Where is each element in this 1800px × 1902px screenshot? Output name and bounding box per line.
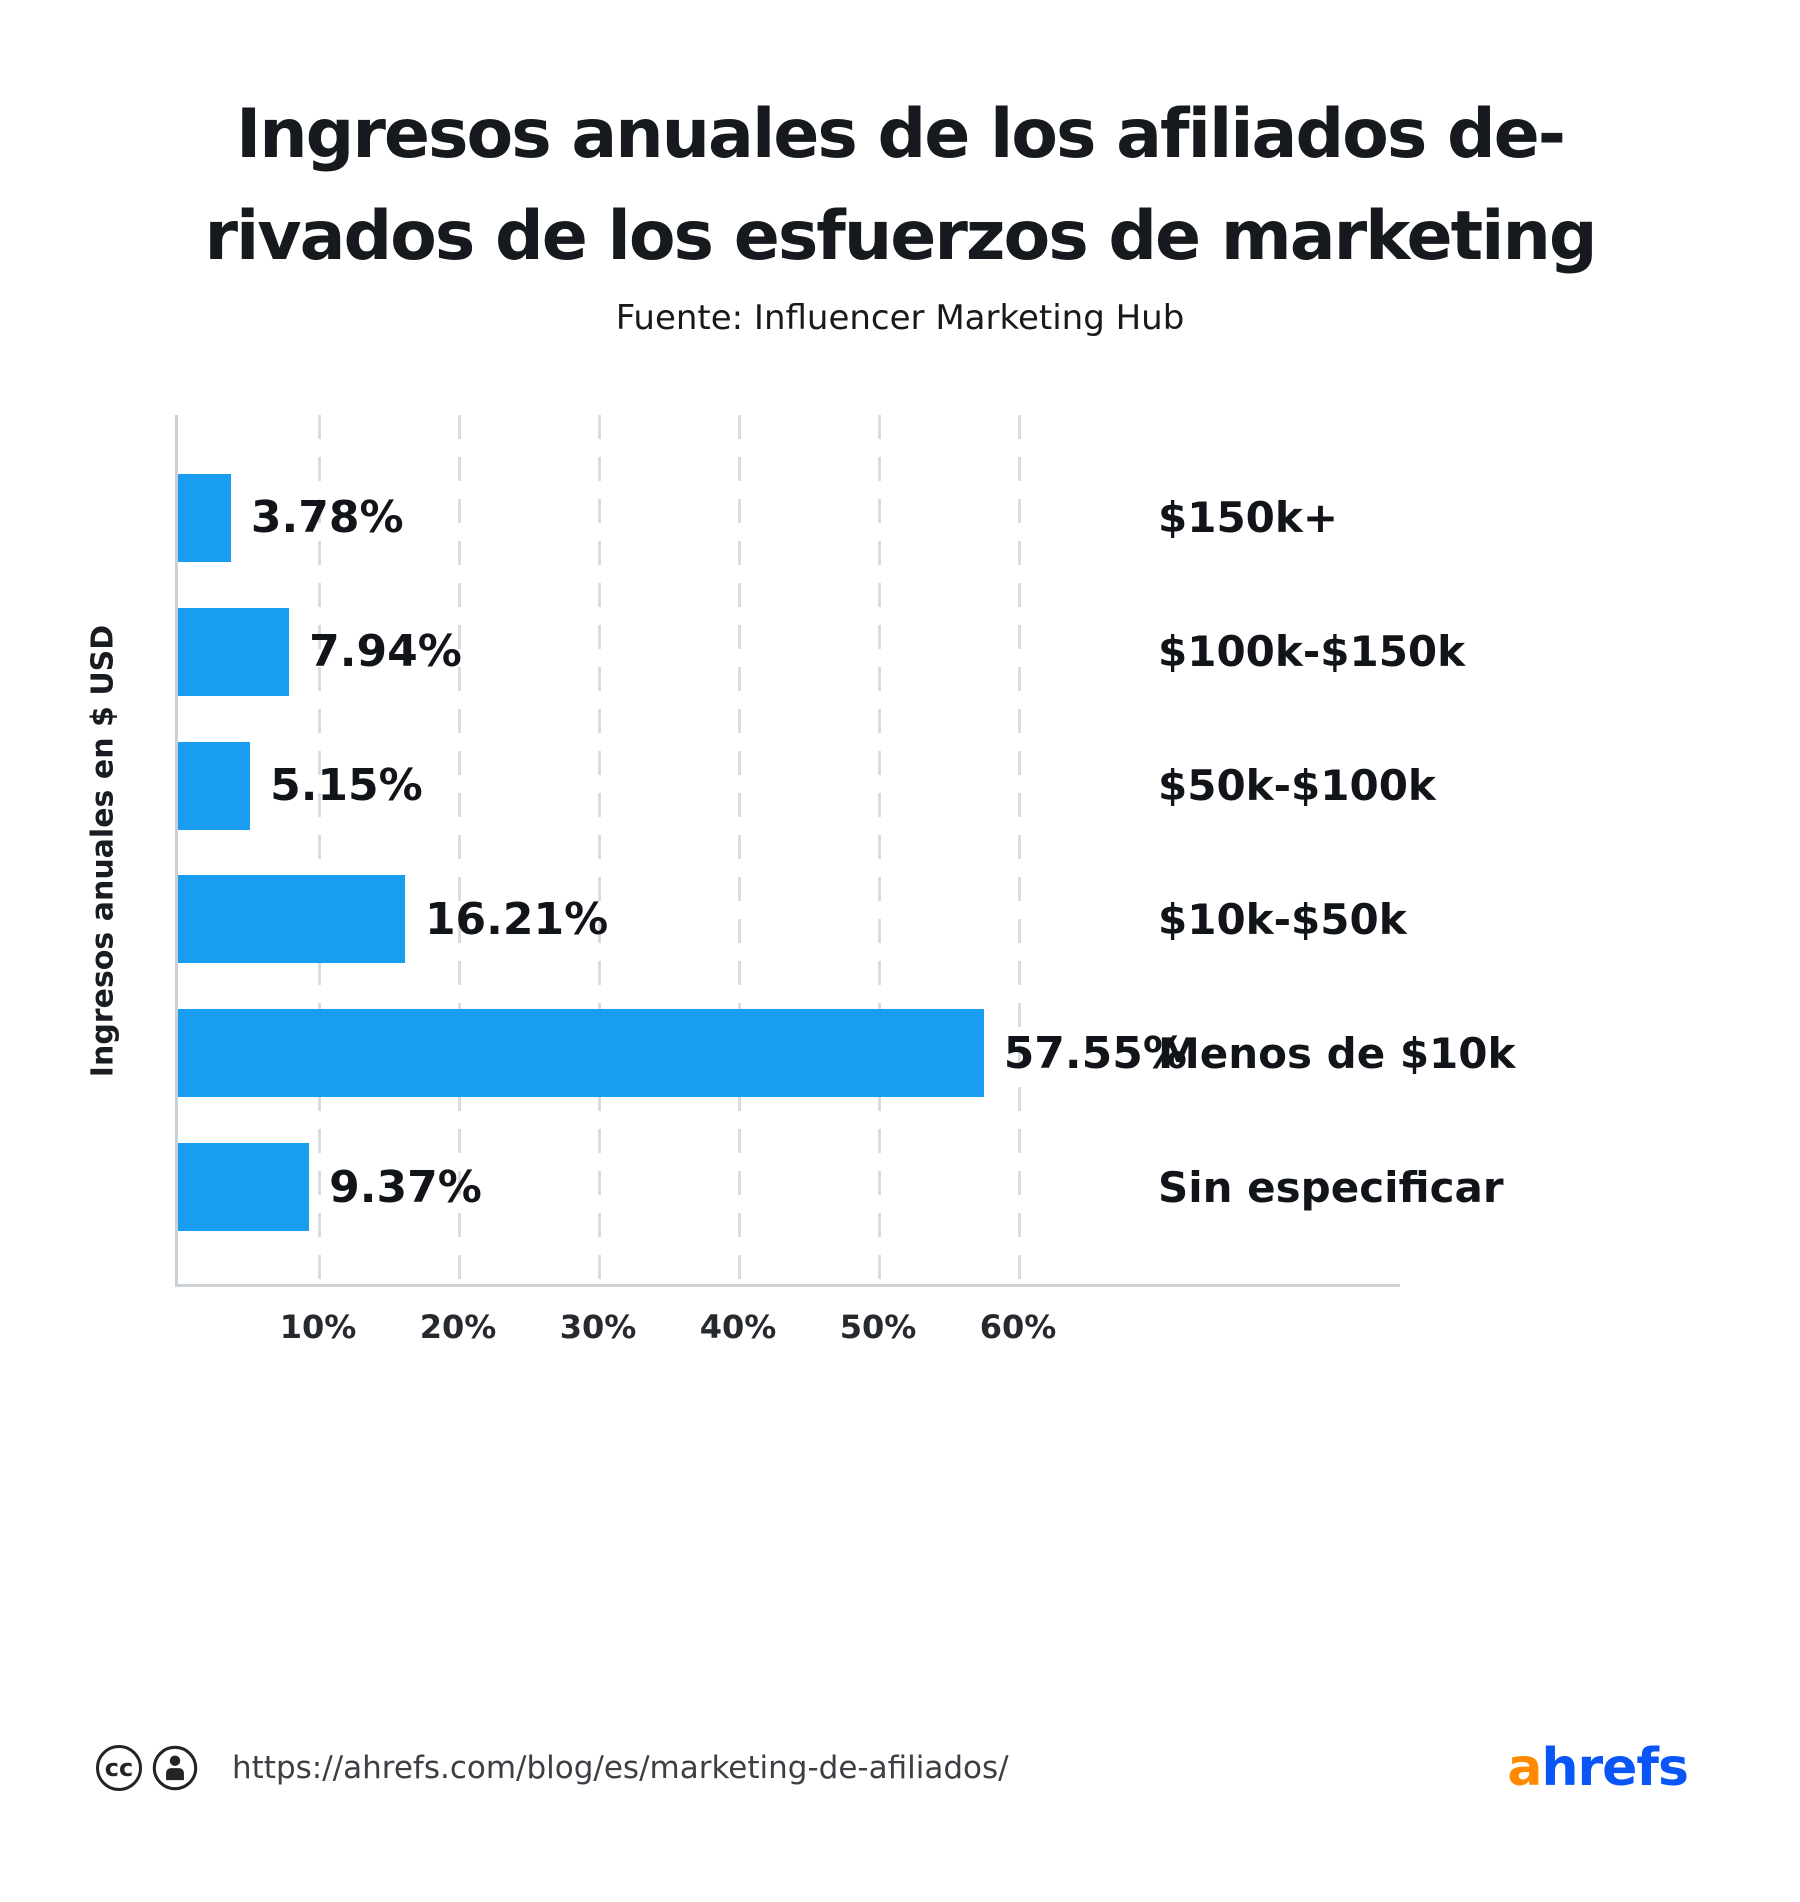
category-row: $10k-$50k [1158, 852, 1588, 986]
bar [178, 607, 290, 696]
category-label: $50k-$100k [1158, 761, 1436, 811]
gridline [1018, 415, 1021, 1284]
x-tick-label: 10% [279, 1308, 357, 1346]
category-row: $100k-$150k [1158, 585, 1588, 719]
gridline [598, 415, 601, 1284]
attribution-icon [152, 1745, 198, 1791]
bar [178, 473, 231, 562]
category-row: $150k+ [1158, 451, 1588, 585]
source-url: https://ahrefs.com/blog/es/marketing-de-… [232, 1750, 1009, 1786]
gridline [318, 415, 321, 1284]
ahrefs-logo-a: a [1507, 1738, 1542, 1798]
gridline [458, 415, 461, 1284]
bar-row: 3.78% [178, 451, 1400, 585]
value-label: 9.37% [329, 1161, 482, 1213]
chart-title-line-1: Ingresos anuales de los afiliados de- [235, 95, 1566, 174]
chart-title: Ingresos anuales de los afiliados de- ri… [0, 84, 1800, 288]
value-label: 16.21% [424, 893, 609, 945]
bar [178, 741, 251, 830]
category-label: $10k-$50k [1158, 894, 1407, 944]
bar-row: 57.55% [178, 986, 1400, 1120]
x-tick-label: 30% [559, 1308, 637, 1346]
bar-row: 16.21% [178, 852, 1400, 986]
x-tick-label: 60% [979, 1308, 1057, 1346]
bar-row: 7.94% [178, 585, 1400, 719]
x-tick-label: 40% [699, 1308, 777, 1346]
chart-source: Fuente: Influencer Marketing Hub [615, 298, 1185, 338]
gridline [878, 415, 881, 1284]
footer: cc https://ahrefs.com/blog/es/marketing-… [96, 1738, 1689, 1798]
ahrefs-logo: ahrefs [1507, 1738, 1689, 1798]
value-label: 57.55% [1003, 1027, 1187, 1079]
category-label: $150k+ [1158, 493, 1339, 543]
value-label: 5.15% [270, 760, 423, 812]
category-label: Sin especificar [1158, 1162, 1504, 1212]
bar-row: 5.15% [178, 719, 1400, 853]
category-row: Sin especificar [1158, 1120, 1588, 1254]
bar-chart: Ingresos anuales en $ USD 10% 20% 30% 40% 50… [86, 415, 1515, 1346]
gridline [738, 415, 741, 1284]
category-label: Menos de $10k [1158, 1028, 1516, 1078]
cc-icon: cc [96, 1745, 142, 1791]
bar [178, 1009, 984, 1098]
category-row: $50k-$100k [1158, 719, 1588, 853]
value-label: 7.94% [309, 626, 462, 678]
bar [178, 875, 405, 964]
category-row: Menos de $10k [1158, 986, 1588, 1120]
category-labels: $150k+ $100k-$150k $50k-$100k $10k-$50k Meno… [1158, 451, 1588, 1254]
ahrefs-logo-hrefs: hrefs [1541, 1738, 1689, 1798]
plot-area: 10% 20% 30% 40% 50% 60% 3.78% 7.94% 5.15% 16.21%… [175, 415, 1515, 1346]
bar-row: 9.37% [178, 1120, 1400, 1254]
bar [178, 1143, 310, 1232]
bar-rows: 3.78% 7.94% 5.15% 16.21% 57.55% 9.37% [178, 451, 1400, 1254]
x-tick-label: 20% [419, 1308, 497, 1346]
category-label: $100k-$150k [1158, 627, 1466, 677]
chart-title-line-2: rivados de los esfuerzos de marketing [204, 197, 1597, 276]
value-label: 3.78% [250, 492, 404, 544]
x-tick-label: 50% [839, 1308, 917, 1346]
y-axis-label: Ingresos anuales en $ USD [85, 624, 121, 1078]
